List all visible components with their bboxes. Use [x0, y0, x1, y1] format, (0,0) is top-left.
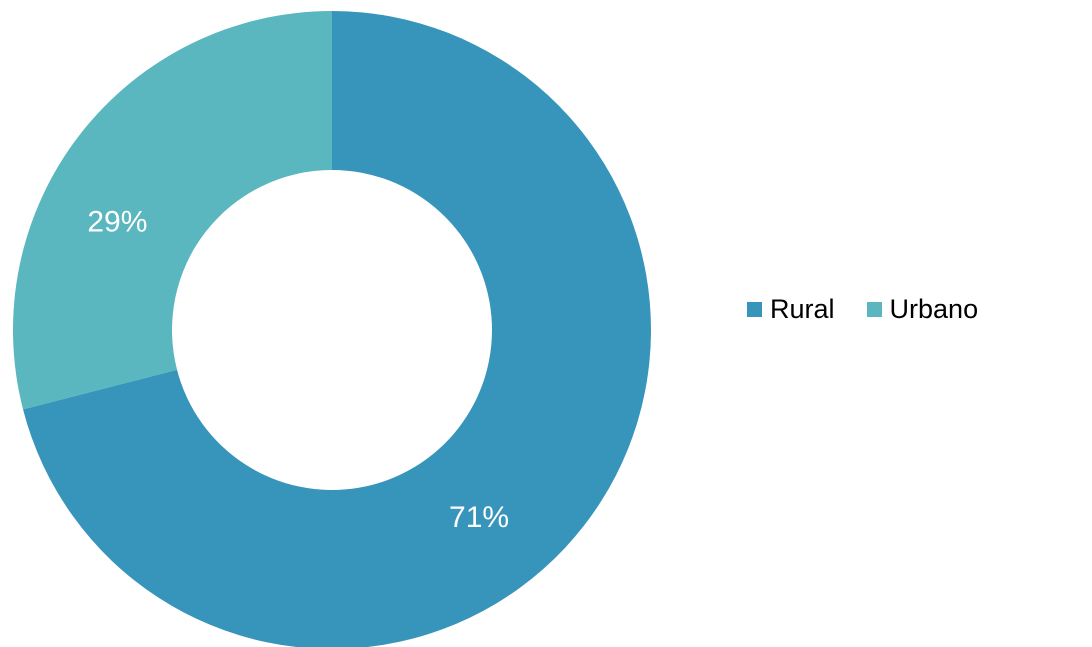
chart-legend: Rural Urbano [747, 296, 978, 323]
legend-label-rural: Rural [770, 294, 835, 324]
legend-swatch-urbano [866, 302, 882, 317]
legend-item-rural: Rural [747, 296, 835, 323]
slice-rural [23, 11, 651, 647]
donut-slices [12, 11, 651, 647]
legend-swatch-rural [747, 302, 762, 317]
slice-labels: 71% 29% [87, 206, 509, 534]
data-label-rural: 71% [449, 501, 509, 534]
slice-urbano [12, 11, 332, 410]
data-label-urbano: 29% [87, 206, 147, 239]
legend-label-urbano: Urbano [889, 294, 979, 324]
legend-item-urbano: Urbano [866, 294, 979, 324]
